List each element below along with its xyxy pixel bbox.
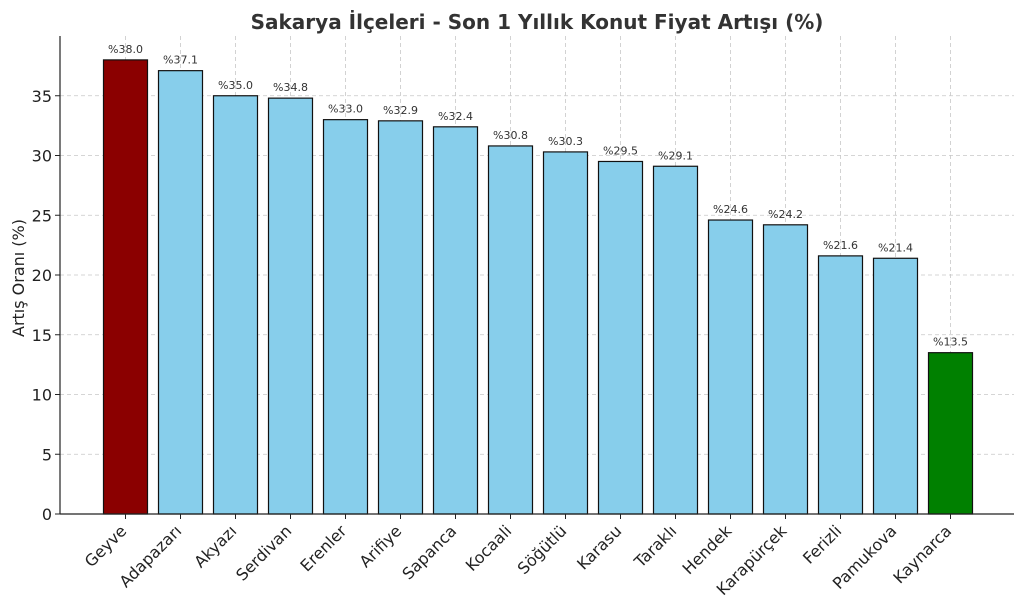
x-tick-label: Söğütlü — [514, 521, 571, 578]
data-label: %24.6 — [713, 203, 748, 216]
bar — [927, 352, 974, 515]
data-label: %21.6 — [823, 239, 858, 252]
x-tick-label: Erenler — [296, 521, 350, 575]
data-label: %24.2 — [768, 208, 803, 221]
y-tick-label: 5 — [42, 445, 52, 464]
y-tick-label: 35 — [32, 87, 52, 106]
data-label: %30.3 — [548, 135, 583, 148]
bar — [322, 119, 369, 515]
bar — [212, 95, 259, 515]
y-tick-label: 10 — [32, 386, 52, 405]
data-label: %29.1 — [658, 149, 693, 162]
y-tick-label: 30 — [32, 147, 52, 166]
bar — [267, 97, 314, 515]
data-label: %38.0 — [108, 43, 143, 56]
bar — [817, 255, 864, 515]
bars — [102, 59, 974, 515]
chart-title: Sakarya İlçeleri - Son 1 Yıllık Konut Fi… — [251, 10, 824, 34]
bar — [872, 257, 919, 515]
x-tick-label: Serdivan — [232, 521, 295, 584]
x-tick-label: Taraklı — [630, 521, 681, 572]
data-label: %32.4 — [438, 110, 473, 123]
x-tick-label: Karasu — [573, 521, 625, 573]
x-tick-label: Ferizli — [799, 521, 845, 567]
data-label: %30.8 — [493, 129, 528, 142]
x-tick-label: Sapanca — [398, 521, 460, 583]
y-tick-label: 0 — [42, 505, 52, 524]
y-tick-label: 25 — [32, 206, 52, 225]
bar — [157, 70, 204, 515]
bar — [377, 120, 424, 515]
x-tick-label: Geyve — [81, 521, 131, 571]
bar — [102, 59, 149, 515]
data-label: %35.0 — [218, 79, 253, 92]
data-label: %29.5 — [603, 144, 638, 157]
x-tick-label: Akyazı — [190, 521, 240, 571]
x-tick-label: Hendek — [679, 521, 736, 578]
bar — [597, 160, 644, 515]
x-tick-label: Arifiye — [356, 521, 406, 571]
data-label: %34.8 — [273, 81, 308, 94]
y-tick-label: 20 — [32, 266, 52, 285]
bar — [487, 145, 534, 515]
data-label: %33.0 — [328, 103, 363, 116]
data-labels: %38.0 %37.1 %35.0 %34.8 %33.0 %32.9 %32.4 %30.8… — [108, 43, 968, 349]
x-tick-label: Kaynarca — [889, 521, 955, 587]
x-tick-label: Kocaali — [462, 521, 516, 575]
bar — [432, 126, 479, 515]
y-axis-label: Artış Oranı (%) — [9, 219, 28, 337]
bar — [542, 151, 589, 515]
bar — [652, 165, 699, 515]
bar — [707, 219, 754, 515]
y-tick-label: 15 — [32, 326, 52, 345]
data-label: %21.4 — [878, 241, 913, 254]
grid — [60, 36, 1014, 514]
data-label: %37.1 — [163, 54, 198, 67]
y-ticks: 0 5 10 15 20 25 30 35 — [32, 87, 60, 524]
data-label: %32.9 — [383, 104, 418, 117]
bar — [762, 224, 809, 515]
data-label: %13.5 — [933, 336, 968, 349]
